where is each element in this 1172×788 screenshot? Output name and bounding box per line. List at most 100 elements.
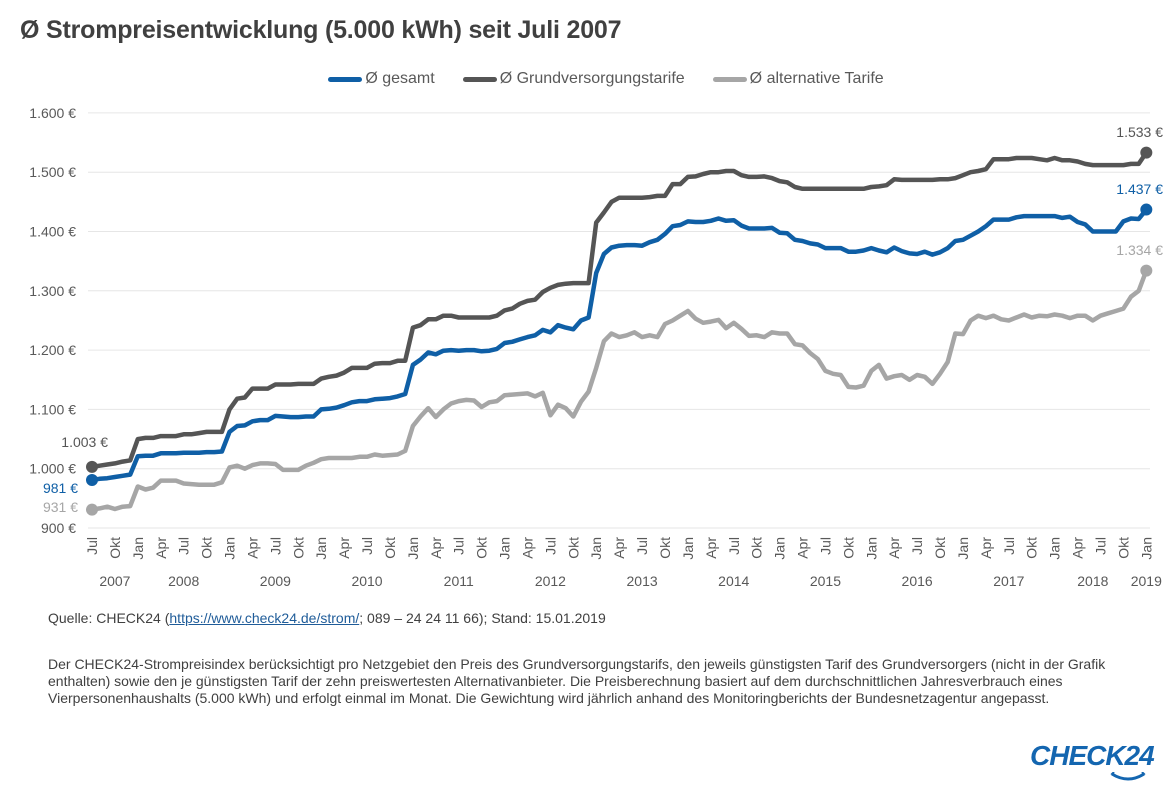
legend-item-gesamt: Ø gesamt — [328, 70, 435, 88]
x-tick-label: Jul — [84, 537, 100, 555]
chart-legend: Ø gesamt Ø Grundversorgungstarife Ø alte… — [0, 70, 1172, 88]
series-line — [89, 150, 1149, 470]
end-value-label: 1.437 € — [1116, 181, 1163, 197]
x-tick-label: Jul — [267, 537, 283, 555]
x-tick-label: Okt — [474, 537, 490, 559]
x-tick-label: Jul — [359, 537, 375, 555]
x-tick-label: Jan — [130, 537, 146, 560]
start-value-label: 931 € — [43, 499, 78, 515]
source-note: Quelle: CHECK24 (https://www.check24.de/… — [48, 610, 606, 626]
x-tick-label: Jul — [817, 537, 833, 555]
legend-swatch-alternative — [712, 76, 747, 82]
x-tick-label: Jul — [1092, 537, 1108, 555]
x-year-label: 2018 — [1077, 573, 1108, 589]
series-start-marker — [86, 473, 98, 486]
end-value-label: 1.533 € — [1116, 124, 1163, 140]
x-tick-label: Jul — [451, 537, 467, 555]
x-tick-label: Apr — [886, 537, 902, 559]
x-tick-label: Apr — [1070, 537, 1086, 559]
x-tick-label: Jan — [1138, 537, 1154, 560]
y-tick-label: 1.600 € — [29, 105, 76, 121]
x-tick-label: Jan — [772, 537, 788, 560]
series-start-marker — [86, 460, 98, 473]
x-tick-label: Jul — [726, 537, 742, 555]
x-tick-label: Jan — [497, 537, 513, 560]
legend-item-alternative: Ø alternative Tarife — [712, 70, 884, 88]
x-tick-label: Apr — [795, 537, 811, 559]
x-tick-label: Apr — [336, 537, 352, 559]
legend-label-grundversorgung: Ø Grundversorgungstarife — [499, 70, 685, 87]
start-value-label: 981 € — [43, 480, 78, 496]
x-tick-label: Okt — [565, 537, 581, 559]
x-tick-label: Apr — [519, 537, 535, 559]
x-tick-label: Okt — [199, 537, 215, 559]
series-line — [89, 268, 1149, 512]
series-start-marker — [86, 503, 98, 516]
x-year-label: 2013 — [627, 573, 658, 589]
end-value-label: 1.334 € — [1116, 242, 1163, 258]
x-tick-label: Jul — [542, 537, 558, 555]
y-tick-label: 1.500 € — [29, 164, 76, 180]
x-tick-label: Jan — [222, 537, 238, 560]
series-end-marker — [1140, 146, 1153, 159]
x-tick-label: Okt — [107, 537, 123, 559]
x-tick-label: Apr — [703, 537, 719, 559]
x-year-label: 2017 — [993, 573, 1024, 589]
x-tick-label: Jan — [1047, 537, 1063, 560]
x-year-label: 2011 — [444, 573, 474, 589]
x-tick-label: Jul — [176, 537, 192, 555]
x-year-label: 2019 — [1131, 573, 1162, 589]
x-tick-label: Okt — [932, 537, 948, 559]
series-lines — [86, 146, 1153, 516]
x-tick-label: Apr — [611, 537, 627, 559]
source-prefix: Quelle: CHECK24 ( — [48, 610, 170, 626]
chart-title: Ø Strompreisentwicklung (5.000 kWh) seit… — [20, 16, 622, 44]
x-tick-label: Jan — [863, 537, 879, 560]
legend-item-grundversorgung: Ø Grundversorgungstarife — [462, 70, 685, 88]
series-line — [89, 207, 1149, 483]
x-tick-label: Jan — [955, 537, 971, 560]
series-end-marker — [1140, 264, 1153, 277]
methodology-description: Der CHECK24-Strompreisindex berücksichti… — [48, 656, 1106, 706]
x-tick-label: Jan — [405, 537, 421, 560]
legend-swatch-grundversorgung — [462, 76, 497, 82]
x-tick-label: Jul — [1001, 537, 1017, 555]
source-suffix: ; 089 – 24 24 11 66); Stand: 15.01.2019 — [359, 610, 606, 626]
x-tick-label: Okt — [840, 537, 856, 559]
x-tick-label: Okt — [749, 537, 765, 559]
legend-swatch-gesamt — [328, 76, 363, 82]
y-tick-label: 1.400 € — [29, 224, 76, 240]
legend-label-alternative: Ø alternative Tarife — [749, 70, 884, 87]
y-tick-label: 1.100 € — [29, 401, 76, 417]
start-value-label: 1.003 € — [61, 434, 108, 450]
source-link[interactable]: https://www.check24.de/strom/ — [169, 610, 360, 626]
y-tick-label: 1.300 € — [29, 283, 76, 299]
x-tick-label: Apr — [153, 537, 169, 559]
x-year-label: 2015 — [810, 573, 841, 589]
x-year-label: 2010 — [351, 573, 382, 589]
series-end-marker — [1140, 203, 1153, 216]
x-tick-label: Jul — [909, 537, 925, 555]
y-axis: 900 € 1.000 € 1.100 € 1.200 € 1.300 € 1.400 €… — [29, 105, 76, 536]
x-year-label: 2012 — [535, 573, 566, 589]
x-year-label: 2016 — [902, 573, 933, 589]
x-tick-label: Apr — [244, 537, 260, 559]
x-tick-label: Jan — [680, 537, 696, 560]
x-tick-label: Okt — [1115, 537, 1131, 559]
x-axis: Jul Okt Jan Apr Jul Okt Jan Apr Jul Okt Jan Apr Jul O… — [84, 537, 1162, 589]
x-tick-label: Okt — [290, 537, 306, 559]
logo-smile-icon — [1110, 772, 1146, 781]
x-tick-label: Jul — [634, 537, 650, 555]
x-tick-label: Okt — [1024, 537, 1040, 559]
line-chart: 900 € 1.000 € 1.100 € 1.200 € 1.300 € 1.400 €… — [29, 105, 1163, 589]
data-labels: 1.003 € 981 € 931 € 1.533 € 1.437 € 1.334 € — [43, 124, 1163, 515]
x-tick-label: Okt — [657, 537, 673, 559]
x-year-label: 2007 — [99, 573, 130, 589]
y-tick-label: 900 € — [41, 520, 76, 536]
x-tick-label: Jan — [313, 537, 329, 560]
gridlines — [88, 112, 1150, 529]
check24-logo: CHECK24 — [1030, 740, 1155, 771]
x-tick-label: Jan — [588, 537, 604, 560]
x-year-label: 2009 — [260, 573, 291, 589]
x-year-label: 2008 — [168, 573, 199, 589]
